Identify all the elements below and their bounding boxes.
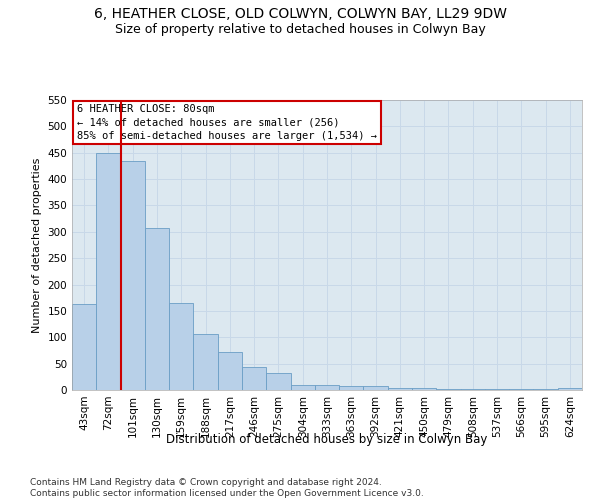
Bar <box>72 304 96 390</box>
Bar <box>412 388 436 390</box>
Bar <box>436 389 461 390</box>
Bar <box>339 386 364 390</box>
Bar <box>96 152 121 390</box>
Bar <box>558 388 582 390</box>
Bar <box>169 303 193 390</box>
Text: Size of property relative to detached houses in Colwyn Bay: Size of property relative to detached ho… <box>115 22 485 36</box>
Text: Contains HM Land Registry data © Crown copyright and database right 2024.
Contai: Contains HM Land Registry data © Crown c… <box>30 478 424 498</box>
Y-axis label: Number of detached properties: Number of detached properties <box>32 158 42 332</box>
Bar <box>364 386 388 390</box>
Bar <box>121 160 145 390</box>
Bar <box>290 384 315 390</box>
Bar <box>242 368 266 390</box>
Bar <box>388 388 412 390</box>
Bar <box>461 389 485 390</box>
Text: Distribution of detached houses by size in Colwyn Bay: Distribution of detached houses by size … <box>166 432 488 446</box>
Text: 6, HEATHER CLOSE, OLD COLWYN, COLWYN BAY, LL29 9DW: 6, HEATHER CLOSE, OLD COLWYN, COLWYN BAY… <box>94 8 506 22</box>
Bar <box>145 228 169 390</box>
Bar <box>509 389 533 390</box>
Bar <box>533 389 558 390</box>
Bar <box>266 373 290 390</box>
Bar <box>315 384 339 390</box>
Bar <box>485 389 509 390</box>
Bar <box>218 352 242 390</box>
Bar <box>193 334 218 390</box>
Text: 6 HEATHER CLOSE: 80sqm
← 14% of detached houses are smaller (256)
85% of semi-de: 6 HEATHER CLOSE: 80sqm ← 14% of detached… <box>77 104 377 141</box>
